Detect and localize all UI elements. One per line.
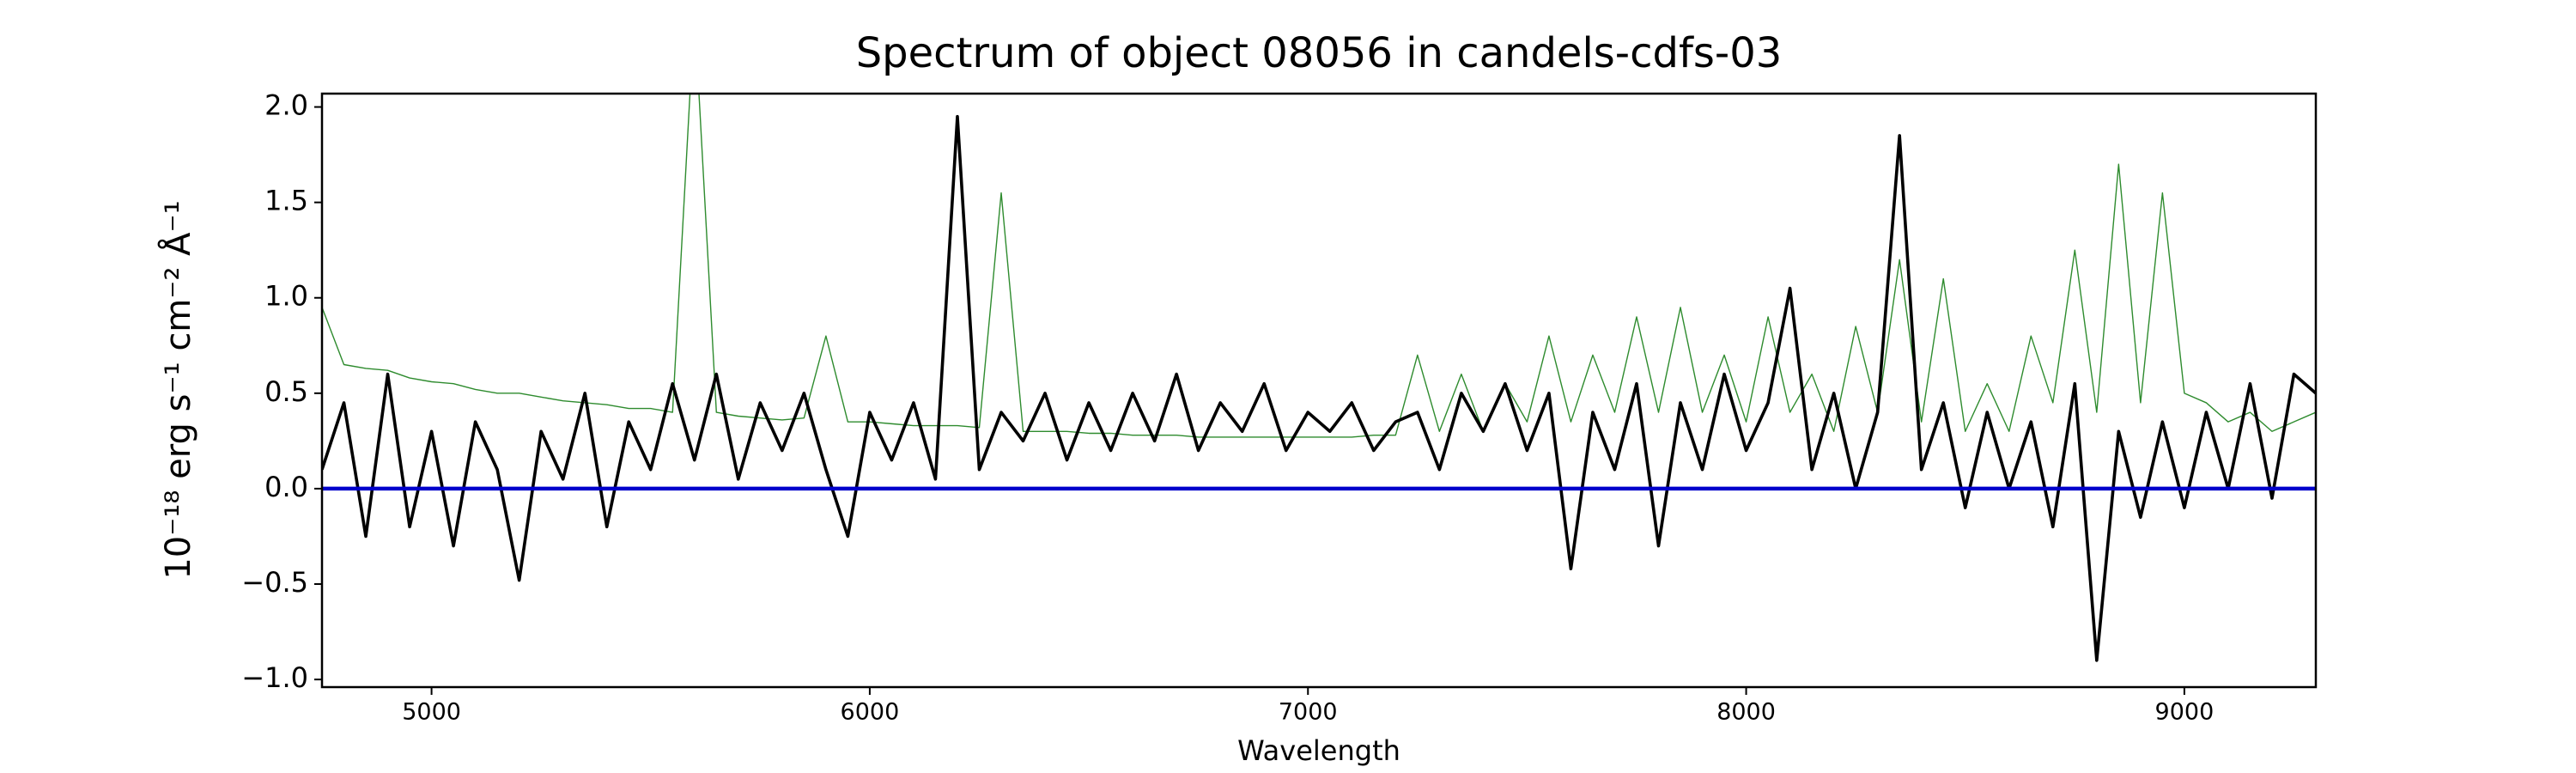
x-tick-label: 8000 bbox=[1716, 699, 1776, 726]
y-tick-label: −1.0 bbox=[241, 661, 308, 694]
x-axis-label: Wavelength bbox=[1237, 734, 1400, 767]
y-tick-label: 2.0 bbox=[264, 89, 308, 122]
y-tick-label: −0.5 bbox=[241, 566, 308, 599]
y-axis-label: 10⁻¹⁸ erg s⁻¹ cm⁻² Å⁻¹ bbox=[157, 200, 198, 579]
x-tick-label: 9000 bbox=[2155, 699, 2215, 726]
x-tick-label: 6000 bbox=[841, 699, 900, 726]
axes-frame bbox=[320, 92, 2318, 689]
x-tick-label: 7000 bbox=[1279, 699, 1338, 726]
spectrum-line bbox=[322, 94, 2316, 438]
y-tick-label: 0.0 bbox=[264, 471, 308, 503]
spectrum-line bbox=[322, 114, 2316, 662]
y-tick-label: 1.0 bbox=[264, 280, 308, 313]
y-tick-label: 1.5 bbox=[264, 185, 308, 217]
plot-area bbox=[322, 94, 2316, 662]
chart-title: Spectrum of object 08056 in candels-cdfs… bbox=[856, 29, 1783, 77]
y-tick-label: 0.5 bbox=[264, 375, 308, 408]
x-tick-label: 5000 bbox=[402, 699, 461, 726]
